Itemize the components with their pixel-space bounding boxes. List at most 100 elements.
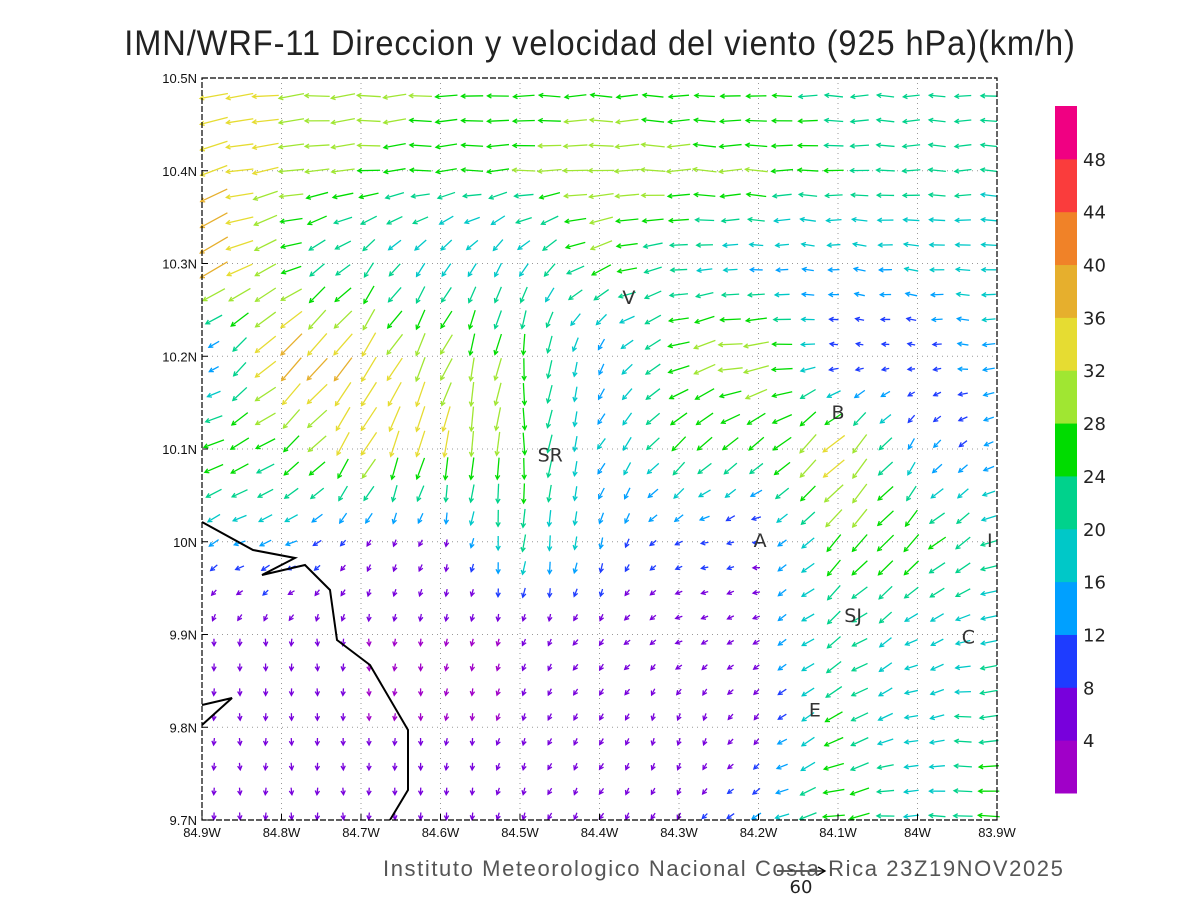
wind-vector (494, 431, 501, 457)
wind-vector (208, 366, 219, 373)
wind-vector (772, 436, 792, 451)
wind-vector (358, 192, 379, 200)
wind-vector (521, 638, 527, 647)
wind-vector (254, 360, 277, 378)
wind-vector (598, 638, 604, 647)
wind-vector (237, 812, 243, 821)
wind-vector (801, 687, 815, 697)
wind-vector (620, 339, 634, 350)
wind-vector (851, 560, 868, 576)
wind-vector (719, 317, 741, 323)
wind-vector (237, 688, 243, 697)
wind-vector (641, 218, 664, 224)
wind-vector (903, 739, 919, 745)
wind-vector (799, 485, 816, 502)
wind-vector (777, 688, 787, 696)
wind-vector (645, 437, 660, 451)
wind-vector (571, 337, 579, 353)
station-label: B (831, 402, 844, 424)
wind-vector (561, 167, 588, 174)
wind-vector (363, 262, 375, 278)
wind-vector (412, 216, 429, 225)
y-tick-label: 10.4N (162, 164, 197, 179)
wind-vector (674, 639, 683, 645)
wind-vector (725, 540, 735, 546)
wind-vector (545, 287, 555, 303)
wind-vector (494, 457, 501, 481)
wind-vector (572, 588, 579, 598)
wind-vector (203, 463, 224, 474)
wind-vector (979, 192, 997, 198)
wind-vector (262, 638, 269, 648)
wind-vector (929, 613, 944, 622)
wind-vector (981, 341, 996, 348)
wind-vector (443, 663, 450, 672)
wind-vector (468, 357, 475, 382)
wind-vector (649, 565, 657, 571)
wind-vector (521, 613, 527, 622)
wind-vector (228, 287, 251, 302)
wind-vector (262, 688, 269, 697)
colorbar-label: 40 (1083, 256, 1106, 277)
wind-vector (231, 386, 248, 402)
wind-vector (314, 713, 321, 722)
wind-vector (589, 92, 613, 98)
wind-vector (955, 316, 970, 322)
wind-vector (665, 168, 691, 175)
wind-vector (617, 291, 636, 299)
wind-vector (853, 389, 866, 399)
wind-vector (932, 366, 942, 372)
wind-vector (460, 93, 484, 99)
wind-vector (572, 461, 578, 478)
wind-vector (564, 241, 586, 250)
colorbar-swatch (1055, 740, 1077, 794)
wind-vector (392, 737, 398, 747)
wind-vector (957, 391, 968, 397)
wind-vector (598, 363, 605, 376)
wind-vector (386, 357, 403, 382)
wind-vector (696, 267, 713, 273)
wind-vector (573, 812, 579, 821)
wind-vector (674, 589, 683, 596)
wind-vector (417, 713, 424, 722)
wind-vector (903, 613, 919, 622)
wind-vector (718, 118, 742, 124)
wind-vector (493, 358, 502, 382)
wind-vector (521, 812, 527, 821)
colorbar-label: 8 (1083, 678, 1094, 699)
wind-vector (903, 764, 919, 770)
wind-vector (572, 562, 578, 575)
wind-vector (928, 562, 946, 574)
wind-vector (982, 416, 995, 422)
wind-vector (770, 143, 793, 149)
wind-vector (230, 312, 249, 327)
y-tick-label: 10.5N (162, 71, 197, 86)
wind-vector (237, 638, 243, 648)
wind-vector (225, 216, 254, 226)
wind-vector (314, 663, 321, 672)
wind-vector (417, 762, 424, 772)
wind-vector (257, 514, 273, 523)
wind-vector (744, 317, 767, 324)
wind-vector (927, 142, 946, 148)
colorbar-swatch (1055, 528, 1077, 583)
wind-vector (513, 193, 534, 199)
wind-vector (929, 267, 945, 273)
wind-vector (443, 588, 450, 598)
wind-vector (753, 713, 760, 721)
wind-vector (718, 143, 742, 150)
wind-vector (649, 589, 657, 596)
wind-vector (414, 357, 426, 383)
wind-vector (597, 462, 606, 475)
wind-vector (796, 142, 819, 149)
wind-vector (979, 565, 997, 572)
wind-vector (799, 411, 817, 427)
colorbar-swatch (1055, 423, 1077, 477)
wind-vector (340, 812, 346, 821)
wind-vector (751, 564, 761, 571)
wind-vector (306, 357, 328, 381)
wind-vector (443, 539, 450, 548)
wind-vector (520, 508, 527, 529)
wind-vector (330, 143, 355, 150)
wind-vector (622, 436, 632, 452)
